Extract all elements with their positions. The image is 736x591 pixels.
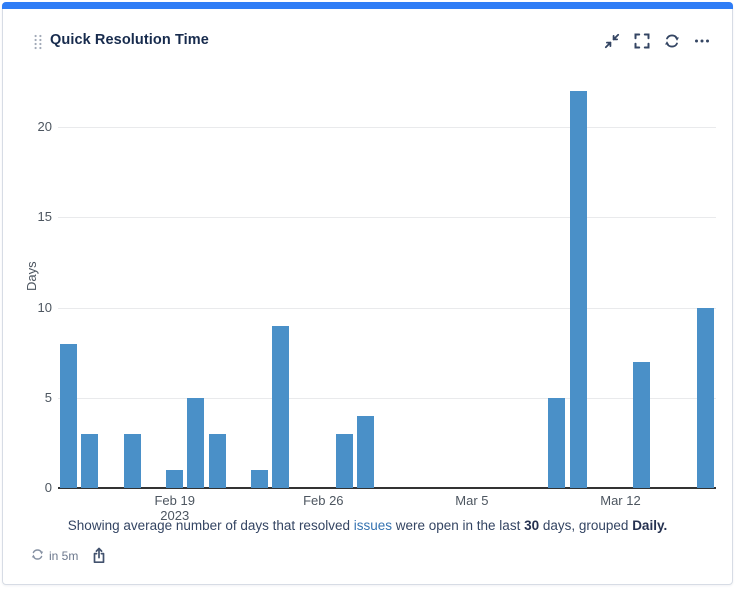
y-tick-label: 10 (37, 299, 52, 315)
y-gridline (58, 307, 716, 309)
gadget-title: Quick Resolution Time (50, 32, 209, 48)
gadget-accent-bar (2, 2, 733, 9)
fullscreen-icon[interactable] (634, 33, 650, 49)
y-tick-label: 5 (44, 389, 52, 405)
refresh-countdown-label: in 5m (49, 548, 79, 563)
x-tick-label: Mar 5 (455, 493, 489, 508)
bar[interactable] (272, 325, 290, 488)
caption-text: Showing average number of days that reso… (67, 518, 354, 533)
drag-handle-icon[interactable] (33, 34, 43, 55)
y-tick-label: 0 (44, 480, 52, 495)
y-gridline (58, 397, 716, 399)
y-tick-label: 15 (37, 209, 52, 225)
bar[interactable] (696, 307, 714, 488)
refresh-countdown-icon (31, 548, 44, 564)
bar[interactable] (187, 397, 205, 488)
bar[interactable] (569, 90, 587, 488)
bar[interactable] (633, 361, 651, 488)
caption-text: days, grouped (539, 518, 633, 533)
chart-caption: Showing average number of days that reso… (3, 518, 732, 533)
x-tick-label: Mar 12 (600, 493, 641, 508)
bar[interactable] (548, 397, 566, 488)
gadget-card: Quick Resolution Time (2, 2, 733, 585)
y-gridline (58, 127, 716, 128)
bar[interactable] (60, 343, 78, 488)
y-gridline (58, 217, 716, 219)
gadget-header-actions (604, 33, 710, 49)
caption-text: were open in the last (391, 518, 525, 533)
caption-grouping: Daily. (632, 518, 668, 533)
y-tick-label: 20 (37, 119, 52, 134)
more-options-icon[interactable] (694, 33, 710, 49)
bar[interactable] (208, 433, 226, 488)
x-axis-line (58, 487, 716, 489)
x-tick-label: Feb 26 (303, 493, 344, 508)
minimize-icon[interactable] (604, 33, 620, 49)
resolution-time-bar-chart: 0 5 10 15 20 Feb 19 2023 Feb 26 Mar 5 Mar 12 Days (3, 3, 732, 584)
issues-link[interactable]: issues (353, 518, 392, 533)
gadget-status-bar: in 5m (31, 547, 106, 564)
caption-days-count: 30 (524, 518, 540, 533)
bar[interactable] (357, 415, 375, 488)
bar[interactable] (123, 433, 141, 488)
bar[interactable] (166, 469, 184, 488)
bar[interactable] (336, 433, 354, 488)
y-axis-title: Days (24, 261, 39, 291)
auto-refresh-indicator[interactable]: in 5m (31, 548, 78, 564)
bar[interactable] (81, 433, 99, 488)
bar[interactable] (251, 469, 269, 488)
share-icon[interactable] (92, 547, 106, 564)
x-tick-label: Feb 19 2023 (154, 493, 195, 523)
refresh-icon[interactable] (664, 33, 680, 49)
